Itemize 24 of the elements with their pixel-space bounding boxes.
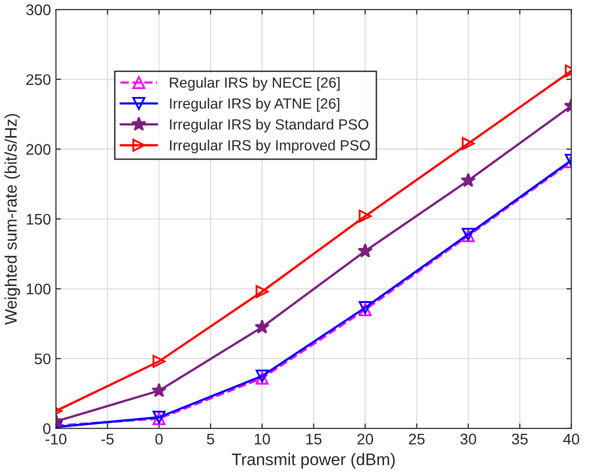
x-tick-label: 5	[206, 434, 214, 444]
legend-label: Irregular IRS by Standard PSO	[170, 118, 368, 132]
x-tick-label: -10	[46, 434, 66, 444]
x-tick-label: 35	[512, 434, 528, 444]
x-tick-label: 10	[254, 434, 270, 444]
y-axis-title: Weighted sum-rate (bit/s/Hz)	[4, 114, 20, 325]
y-tick-label: 0	[43, 423, 50, 434]
y-tick-label: 250	[26, 74, 50, 86]
legend-label: Irregular IRS by ATNE [26]	[170, 98, 340, 112]
y-tick-label: 300	[26, 4, 50, 16]
legend-label: Irregular IRS by Improved PSO	[170, 140, 370, 154]
y-tick-label: 150	[26, 214, 50, 225]
y-tick-label: 100	[26, 284, 50, 294]
x-tick-label: 30	[460, 434, 476, 444]
x-tick-label: 20	[357, 434, 374, 444]
x-tick-label: 25	[408, 434, 425, 444]
x-tick-label: 0	[155, 434, 163, 444]
x-tick-label: 15	[306, 434, 322, 444]
y-tick-label: 200	[26, 144, 50, 155]
x-tick-label: 40	[563, 434, 580, 444]
y-tick-label: 50	[34, 353, 50, 364]
x-tick-label: -5	[101, 434, 114, 444]
x-axis-title: Transmit power (dBm)	[232, 453, 395, 469]
legend-label: Regular IRS by NECE [26]	[170, 77, 340, 91]
